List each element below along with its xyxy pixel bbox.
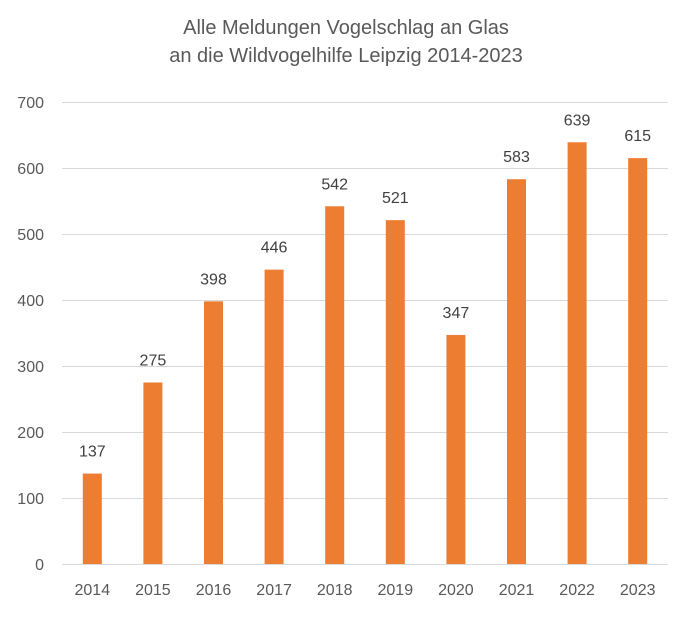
- bar-2016: [204, 301, 223, 564]
- y-tick-label: 100: [17, 491, 44, 508]
- x-tick-label-2022: 2022: [559, 582, 595, 599]
- bar-2018: [325, 206, 345, 564]
- x-tick-label-2018: 2018: [317, 582, 353, 599]
- y-tick-label: 300: [17, 359, 44, 376]
- data-labels: 137 275 398 446 542 521 347 583 639 615: [79, 112, 651, 460]
- bar-2022: [567, 142, 587, 564]
- chart-title-line-2: an die Wildvogelhilfe Leipzig 2014-2023: [169, 45, 523, 67]
- y-tick-label: 500: [17, 227, 44, 244]
- x-tick-label-2016: 2016: [196, 582, 232, 599]
- data-label-2018: 542: [321, 176, 348, 193]
- data-label-2016: 398: [200, 271, 227, 288]
- bar-2023: [628, 158, 648, 564]
- gridlines: [62, 102, 668, 565]
- data-label-2023: 615: [624, 128, 651, 145]
- bar-2014: [82, 473, 102, 564]
- y-tick-label: 0: [35, 557, 44, 574]
- y-tick-label: 700: [17, 95, 44, 112]
- y-tick-label: 600: [17, 161, 44, 178]
- bar-2019: [385, 220, 405, 564]
- bar-2015: [143, 382, 163, 564]
- x-tick-label-2023: 2023: [620, 582, 656, 599]
- x-tick-label-2019: 2019: [378, 582, 414, 599]
- data-label-2017: 446: [261, 240, 288, 257]
- bar-2021: [507, 179, 526, 564]
- x-tick-label-2017: 2017: [256, 582, 292, 599]
- x-tick-label-2021: 2021: [499, 582, 535, 599]
- chart-title: Alle Meldungen Vogelschlag an Glas an di…: [0, 14, 692, 70]
- x-tick-label-2015: 2015: [135, 582, 171, 599]
- chart-title-line-1: Alle Meldungen Vogelschlag an Glas: [183, 17, 509, 39]
- y-tick-label: 400: [17, 293, 44, 310]
- x-tick-label-2014: 2014: [75, 582, 111, 599]
- bar-2020: [446, 334, 466, 564]
- data-label-2020: 347: [443, 305, 470, 322]
- x-axis-tick-labels: 2014 2015 2016 2017 2018 2019 2020 2021 2022 2023: [75, 582, 656, 599]
- data-label-2022: 639: [564, 112, 591, 129]
- data-label-2015: 275: [140, 353, 167, 370]
- bar-2017: [264, 269, 284, 564]
- data-label-2014: 137: [79, 444, 106, 461]
- bars: [82, 142, 648, 564]
- y-tick-label: 200: [17, 425, 44, 442]
- x-tick-label-2020: 2020: [438, 582, 474, 599]
- data-label-2021: 583: [503, 149, 530, 166]
- data-label-2019: 521: [382, 190, 409, 207]
- y-axis-tick-labels: 0 100 200 300 400 500 600 700: [17, 95, 44, 574]
